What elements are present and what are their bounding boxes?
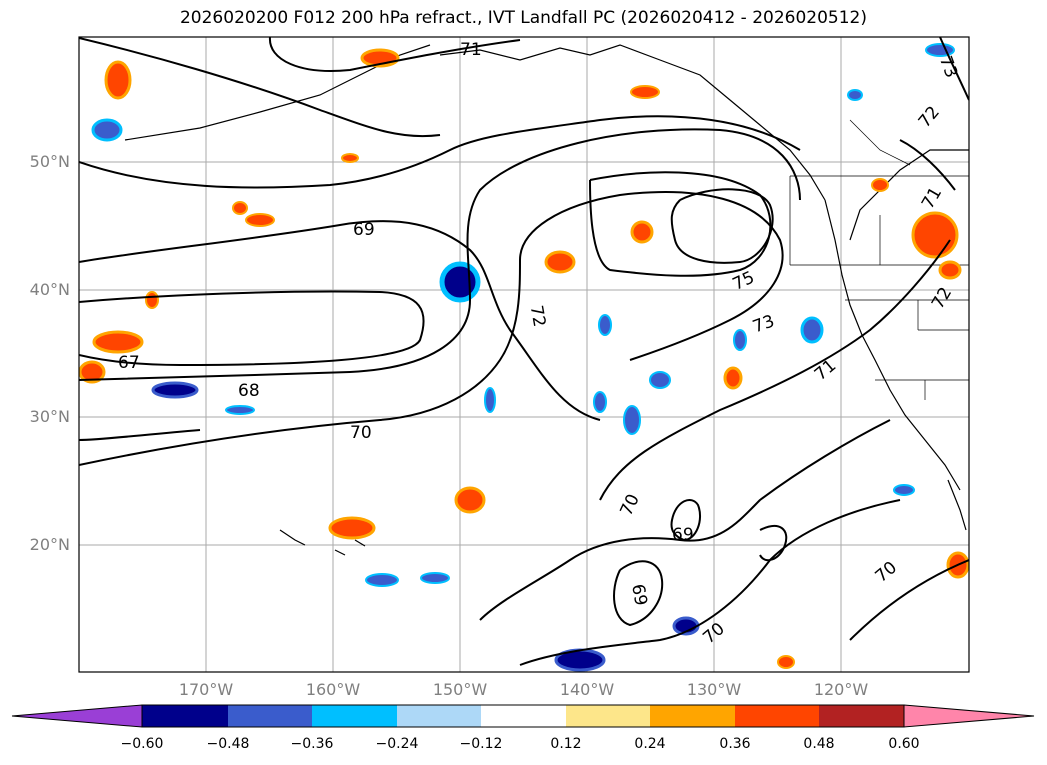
contour-label: 70 bbox=[350, 423, 372, 443]
lat-label: 40°N bbox=[29, 280, 70, 299]
colorbar-bin bbox=[312, 705, 397, 727]
colorbar-bin bbox=[650, 705, 735, 727]
colorbar-bin bbox=[566, 705, 650, 727]
contour-lines bbox=[79, 37, 969, 666]
lon-label: 120°W bbox=[813, 680, 869, 699]
colorbar-extend-low bbox=[11, 704, 143, 728]
contour-label: 73 bbox=[750, 311, 777, 337]
colorbar-tick: 0.48 bbox=[803, 736, 835, 752]
colorbar-bin bbox=[228, 705, 312, 727]
colorbar-tick: −0.24 bbox=[375, 736, 419, 752]
lon-label: 170°W bbox=[178, 680, 234, 699]
colorbar-bin bbox=[735, 705, 819, 727]
contour-label: 71 bbox=[460, 40, 482, 60]
map-title: 2026020200 F012 200 hPa refract., IVT La… bbox=[179, 8, 867, 28]
map-frame bbox=[78, 36, 970, 673]
lat-label: 30°N bbox=[29, 407, 70, 426]
contour-label: 70 bbox=[699, 619, 728, 648]
colorbar-tick: 0.36 bbox=[719, 736, 751, 752]
contour-label: 67 bbox=[118, 353, 140, 373]
lon-label: 130°W bbox=[686, 680, 742, 699]
contour-label: 71 bbox=[918, 184, 946, 213]
colorbar-tick: −0.48 bbox=[206, 736, 250, 752]
colorbar-tick: −0.60 bbox=[120, 736, 164, 752]
lon-label: 140°W bbox=[559, 680, 615, 699]
colorbar-bin bbox=[142, 705, 228, 727]
contour-label: 71 bbox=[811, 356, 840, 385]
coastlines bbox=[124, 44, 969, 556]
contour-label: 69 bbox=[672, 525, 694, 545]
shaded-anomalies bbox=[79, 43, 969, 672]
contour-label: 72 bbox=[526, 304, 549, 329]
borders bbox=[789, 119, 969, 400]
colorbar-tick: 0.24 bbox=[634, 736, 666, 752]
lon-label: 160°W bbox=[305, 680, 361, 699]
contour-label: 70 bbox=[617, 491, 644, 519]
colorbar-tick: 0.12 bbox=[550, 736, 582, 752]
contour-label: 69 bbox=[353, 220, 375, 240]
contour-label: 72 bbox=[915, 102, 944, 131]
lon-label: 150°W bbox=[432, 680, 488, 699]
contour-label: 72 bbox=[928, 284, 956, 313]
colorbar-tick: −0.36 bbox=[290, 736, 334, 752]
colorbar-bin bbox=[481, 705, 566, 727]
contour-label-group: 71 73 72 69 67 68 70 72 75 73 71 70 69 6… bbox=[118, 40, 961, 648]
colorbar-bin bbox=[819, 705, 904, 727]
lat-label: 20°N bbox=[29, 535, 70, 554]
colorbar-tick: 0.60 bbox=[888, 736, 920, 752]
colorbar-extend-high bbox=[903, 704, 1035, 728]
gridlines bbox=[79, 37, 969, 672]
colorbar bbox=[11, 704, 1035, 728]
contour-label: 69 bbox=[627, 583, 650, 608]
contour-label: 70 bbox=[872, 558, 901, 587]
lat-label: 50°N bbox=[29, 152, 70, 171]
colorbar-tick: −0.12 bbox=[459, 736, 503, 752]
contour-label: 68 bbox=[238, 381, 260, 401]
colorbar-bin bbox=[397, 705, 481, 727]
